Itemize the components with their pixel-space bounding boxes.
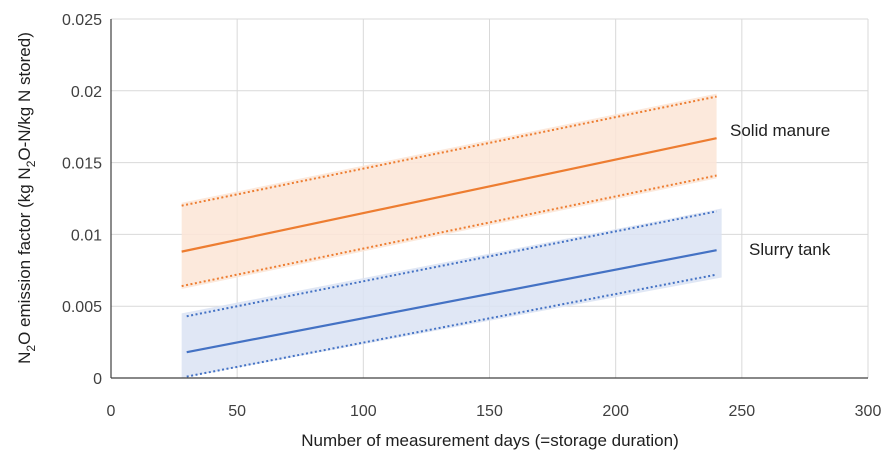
y-tick-labels: 0 0.005 0.01 0.015 0.02 0.025 [62,12,102,388]
solid-manure-mean-line [181,137,717,253]
y-title-part-b: O emission factor (kg N [15,167,34,345]
x-axis-title: Number of measurement days (=storage dur… [301,431,679,450]
slurry-tank-label: Slurry tank [749,240,831,259]
solid-manure-upper-bound [181,95,717,207]
y-title-sub-b: 2 [24,160,38,167]
y-tick-label: 0.015 [62,156,102,173]
solid-manure-label: Solid manure [730,121,830,140]
y-tick-label: 0.025 [62,12,102,29]
solid-manure-lower-bound [181,174,717,288]
x-tick-label: 150 [476,403,503,420]
y-axis-title: N2O emission factor (kg N2O-N/kg N store… [15,32,38,364]
slurry-tank-band [181,208,722,378]
y-tick-label: 0.005 [62,299,102,316]
y-title-sub-a: 2 [24,345,38,352]
y-tick-label: 0.02 [71,84,102,101]
x-tick-label: 250 [728,403,755,420]
y-tick-label: 0.01 [71,227,102,244]
y-tick-label: 0 [93,371,102,388]
series-labels: Solid manure Slurry tank [730,121,831,259]
x-tick-label: 0 [107,403,116,420]
x-tick-label: 200 [602,403,629,420]
x-tick-labels: 0 50 100 150 200 250 300 [107,403,882,420]
bound-lines [181,95,717,378]
axes [110,19,868,379]
x-tick-label: 50 [228,403,246,420]
y-title-part-c: O-N/kg N stored) [15,32,34,160]
solid-manure-band [181,93,717,289]
slurry-tank-upper-bound [186,210,717,318]
x-tick-label: 300 [855,403,882,420]
confidence-bands [181,93,722,378]
x-tick-label: 100 [350,403,377,420]
mean-lines [181,137,717,354]
y-title-part-a: N [15,352,34,364]
slurry-tank-mean-line [186,249,717,354]
